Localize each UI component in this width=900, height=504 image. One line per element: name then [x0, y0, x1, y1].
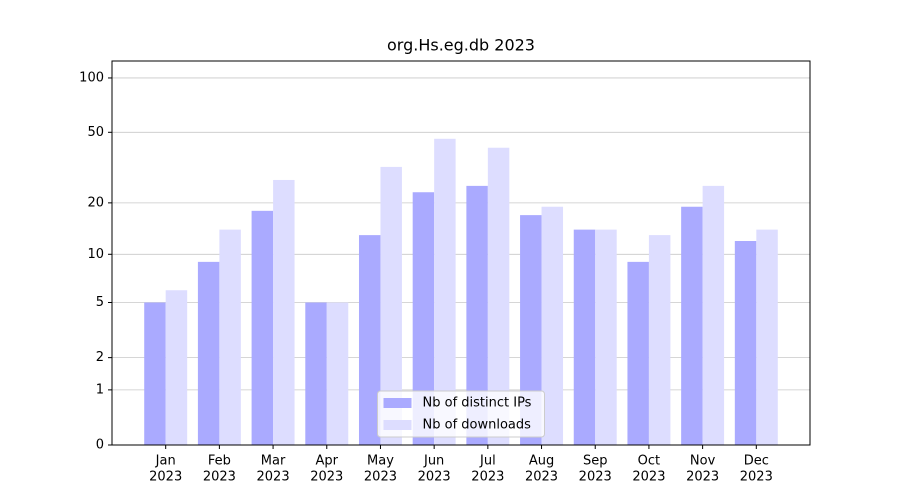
bar	[734, 241, 757, 445]
bar	[756, 229, 778, 445]
x-tick-label: 2023	[471, 470, 504, 485]
legend-box	[377, 390, 545, 438]
y-tick-label: 0	[96, 438, 104, 453]
x-tick-label: Jul	[479, 454, 496, 469]
x-tick-label: Jan	[155, 454, 176, 469]
x-tick-label: 2023	[525, 470, 558, 485]
x-tick-label: 2023	[579, 470, 612, 485]
x-tick-label: Apr	[316, 454, 339, 469]
y-tick-label: 10	[87, 247, 104, 262]
x-tick-label: Jun	[423, 454, 444, 469]
y-tick-label: 2	[96, 350, 104, 365]
legend-label: Nb of distinct IPs	[423, 396, 532, 411]
bar	[380, 166, 402, 445]
bar	[573, 229, 596, 445]
x-tick-label: Feb	[208, 454, 231, 469]
x-tick-label: 2023	[257, 470, 290, 485]
x-tick-label: Nov	[690, 454, 716, 469]
x-tick-label: Dec	[744, 454, 769, 469]
bar	[412, 192, 435, 445]
x-tick-label: 2023	[632, 470, 665, 485]
bar	[305, 302, 327, 445]
bar	[702, 185, 725, 445]
y-tick-label: 100	[79, 70, 104, 85]
x-tick-label: 2023	[149, 470, 182, 485]
bar	[434, 138, 456, 445]
x-tick-label: 2023	[418, 470, 451, 485]
x-tick-label: 2023	[203, 470, 236, 485]
bar	[326, 302, 349, 445]
bar	[541, 206, 564, 445]
y-tick-label: 20	[87, 195, 104, 210]
bar	[627, 261, 649, 445]
x-tick-label: 2023	[310, 470, 343, 485]
x-tick-label: May	[367, 454, 394, 469]
x-tick-label: Sep	[583, 454, 608, 469]
bar	[648, 235, 671, 445]
x-tick-label: 2023	[364, 470, 397, 485]
bar	[466, 185, 488, 445]
bar	[251, 210, 274, 445]
legend-label: Nb of downloads	[423, 418, 532, 433]
bar	[487, 147, 510, 446]
x-tick-label: Aug	[529, 454, 554, 469]
y-tick-label: 50	[87, 125, 104, 140]
x-tick-label: 2023	[740, 470, 773, 485]
bar	[144, 302, 166, 445]
bar	[595, 229, 617, 445]
x-tick-label: Oct	[638, 454, 660, 469]
legend-swatch	[383, 420, 412, 430]
bar	[197, 261, 220, 445]
bar	[219, 229, 241, 445]
bar	[165, 290, 188, 445]
bar	[273, 179, 295, 445]
y-tick-label: 1	[96, 382, 104, 397]
y-tick-label: 5	[96, 295, 104, 310]
x-tick-label: 2023	[686, 470, 719, 485]
bar	[681, 206, 703, 445]
chart-title: org.Hs.eg.db 2023	[387, 36, 535, 55]
bar	[520, 215, 542, 445]
x-tick-label: Mar	[261, 454, 286, 469]
bar	[358, 235, 381, 445]
legend-swatch	[383, 398, 412, 408]
plot-frame	[111, 60, 811, 446]
